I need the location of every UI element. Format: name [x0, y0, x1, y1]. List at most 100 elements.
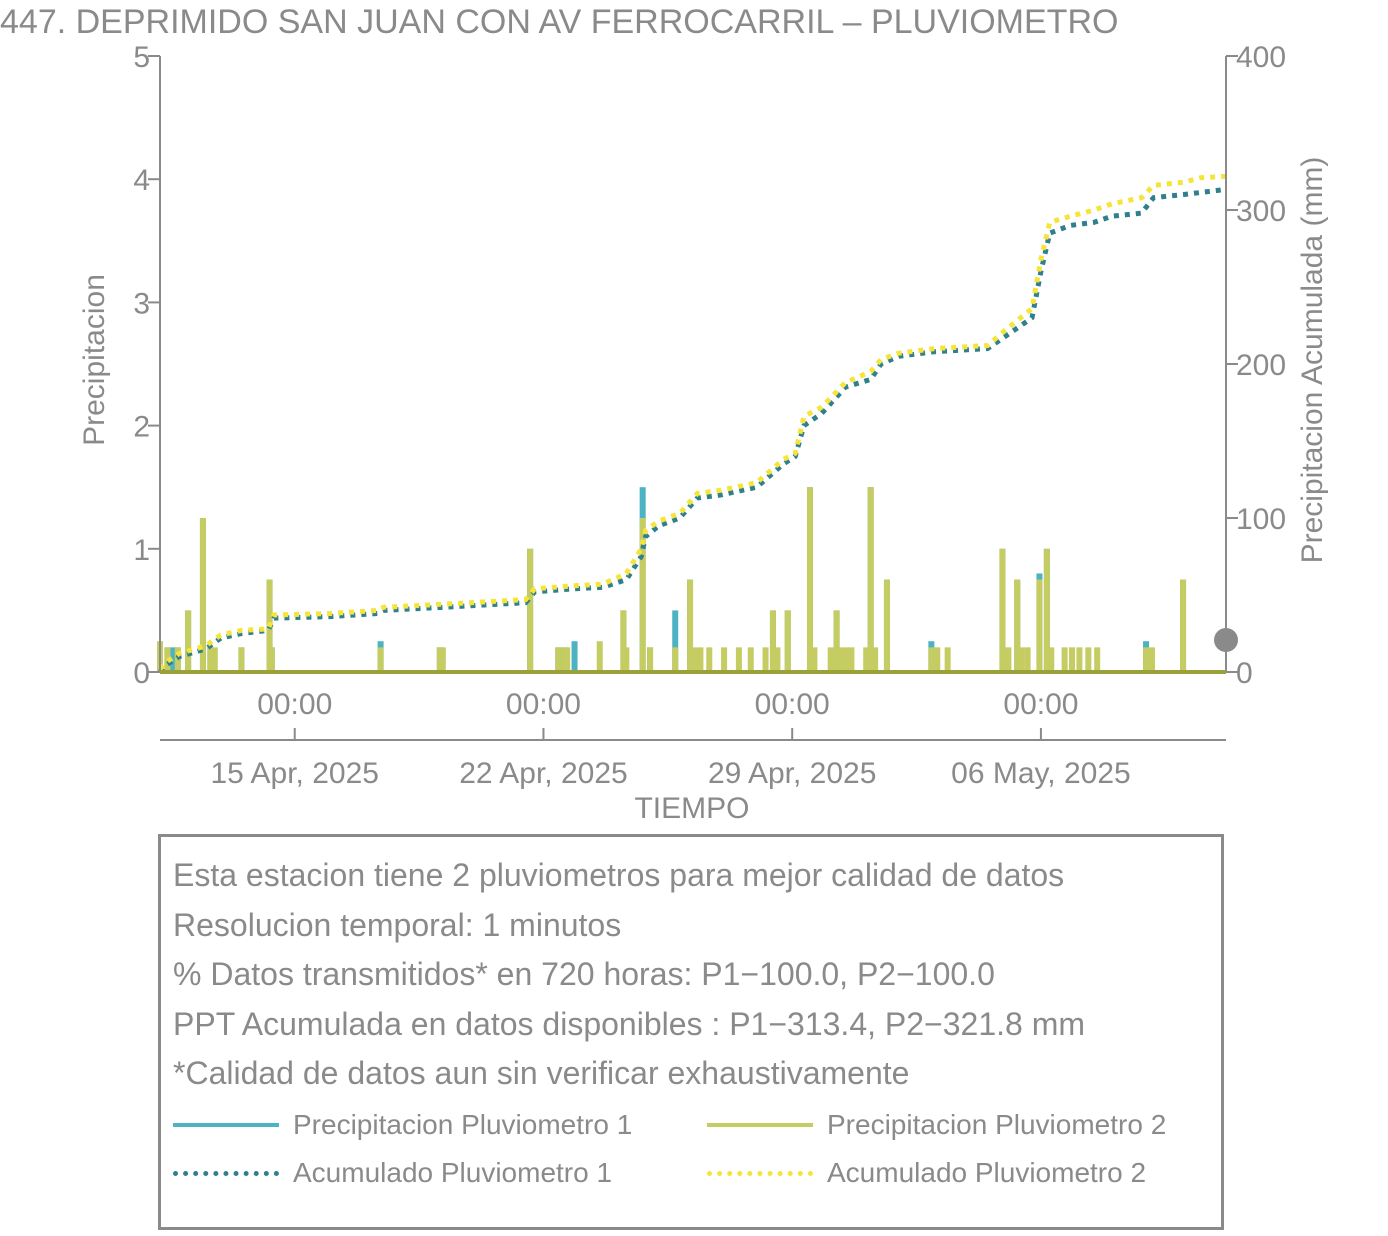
legend-label-acc2: Acumulado Pluviometro 2 [827, 1157, 1147, 1188]
bar-p2-42 [867, 487, 874, 672]
bar-p2-52 [1024, 647, 1031, 672]
bar-p2-60 [1094, 647, 1101, 672]
bar-p2-49 [1005, 647, 1012, 672]
legend-label-acc1: Acumulado Pluviometro 1 [293, 1157, 613, 1188]
bar-p2-44 [883, 579, 890, 672]
bar-p2-32 [774, 647, 781, 672]
bar-p2-62 [1148, 647, 1155, 672]
bar-p2-29 [747, 647, 754, 672]
bar-p2-39 [843, 647, 850, 672]
info-line-quality: *Calidad de datos aun sin verificar exha… [173, 1055, 910, 1091]
bar-p2-10 [377, 647, 384, 672]
line-acumulado-p2 [158, 173, 1227, 671]
bar-p2-18 [620, 610, 627, 672]
bar-p2-4 [199, 518, 206, 672]
bar-p2-17 [596, 641, 603, 672]
bar-p1-2 [170, 647, 177, 672]
bar-p2-21 [647, 647, 654, 672]
bar-p2-34 [806, 487, 813, 672]
y-right-tick-label-3: 300 [1236, 195, 1286, 228]
bar-p2-31 [769, 610, 776, 672]
bar-p2-16 [564, 647, 571, 672]
cumulative-lines [158, 173, 1227, 674]
y-tick-label-2: 2 [133, 411, 150, 444]
line-acumulado-p1 [158, 186, 1227, 674]
chart-title: 447. DEPRIMIDO SAN JUAN CON AV FERROCARR… [0, 3, 1118, 41]
y-right-tick-label-4: 400 [1236, 41, 1286, 74]
bar-p2-53 [1036, 579, 1043, 672]
y-right-tick-label-2: 200 [1236, 349, 1286, 382]
bar-p2-59 [1085, 647, 1092, 672]
bar-p2-54 [1043, 548, 1050, 672]
bar-p2-20 [639, 518, 646, 672]
bar-p2-2 [174, 647, 181, 672]
x-axis-label: TIEMPO [634, 792, 749, 825]
bar-p2-5 [207, 647, 214, 672]
bar-p2-14 [555, 647, 562, 672]
bar-p2-47 [944, 647, 951, 672]
bar-p2-33 [784, 610, 791, 672]
bar-p2-38 [838, 647, 845, 672]
bar-p2-61 [1143, 647, 1150, 672]
bar-p2-24 [691, 647, 698, 672]
bar-p2-55 [1048, 647, 1055, 672]
bar-p2-22 [672, 647, 679, 672]
legend-label-p1: Precipitacion Pluviometro 1 [293, 1109, 633, 1140]
bar-p2-51 [1018, 647, 1025, 672]
info-line-stations: Esta estacion tiene 2 pluviometros para … [173, 857, 1065, 893]
legend-label-p2: Precipitacion Pluviometro 2 [827, 1109, 1167, 1140]
bar-p2-63 [1180, 579, 1187, 672]
bar-p2-41 [863, 647, 870, 672]
bar-p2-30 [762, 647, 769, 672]
bar-p2-27 [721, 647, 728, 672]
bars-pluviometro-2 [157, 487, 1187, 672]
y-right-tick-label-1: 100 [1236, 503, 1286, 536]
bar-p2-45 [928, 647, 935, 672]
bar-p2-37 [833, 610, 840, 672]
info-line-transmitted: % Datos transmitidos* en 720 horas: P1−1… [173, 956, 995, 992]
y-tick-label-5: 5 [133, 41, 150, 74]
y-right-axis-label: Precipitacion Acumulada (mm) [1296, 157, 1329, 564]
y-tick-label-3: 3 [133, 287, 150, 320]
axes: 0 1 2 3 4 5 0 100 200 300 400 00:00 15 Apr, 2025 00:0… [133, 41, 1286, 790]
x-tick-time-1: 00:00 [506, 688, 581, 721]
bar-p1-19 [672, 610, 679, 672]
legend-swatch-acc1 [173, 1170, 279, 1176]
y-tick-label-4: 4 [133, 164, 150, 197]
legend-item-p1: Precipitacion Pluviometro 1 [173, 1105, 632, 1145]
bar-p2-46 [934, 647, 941, 672]
bar-p2-28 [735, 647, 742, 672]
legend-item-acc2: Acumulado Pluviometro 2 [707, 1153, 1146, 1193]
bar-p2-7 [238, 647, 245, 672]
legend-swatch-p1 [173, 1123, 279, 1127]
legend-item-p2: Precipitacion Pluviometro 2 [707, 1105, 1166, 1145]
bar-p2-36 [827, 647, 834, 672]
info-legend-box: Esta estacion tiene 2 pluviometros para … [158, 834, 1224, 1230]
bar-p2-26 [706, 647, 713, 672]
bar-p2-40 [848, 647, 855, 672]
info-line-resolution: Resolucion temporal: 1 minutos [173, 906, 622, 943]
y-tick-label-0: 0 [133, 657, 150, 690]
x-tick-time-0: 00:00 [257, 688, 332, 721]
bar-p2-19 [623, 647, 630, 672]
legend-swatch-p2 [707, 1123, 813, 1127]
legend-item-acc1: Acumulado Pluviometro 1 [173, 1153, 612, 1193]
y-right-tick-label-0: 0 [1236, 657, 1253, 690]
legend-swatch-acc2 [707, 1170, 813, 1176]
x-tick-date-0: 15 Apr, 2025 [210, 757, 379, 790]
bar-p2-9 [268, 647, 275, 672]
bar-p2-3 [185, 610, 192, 672]
info-line-accumulated: PPT Acumulada en datos disponibles : P1−… [173, 1005, 1085, 1042]
x-tick-time-3: 00:00 [1003, 688, 1078, 721]
x-tick-date-2: 29 Apr, 2025 [708, 757, 877, 790]
bar-p2-57 [1069, 647, 1076, 672]
x-tick-date-1: 22 Apr, 2025 [459, 757, 628, 790]
y-axis-label: Precipitacion [78, 274, 111, 446]
marker-dot [1214, 628, 1238, 652]
bar-p2-13 [527, 548, 534, 672]
bar-p2-58 [1076, 647, 1083, 672]
bar-p2-50 [1014, 579, 1021, 672]
bar-p2-6 [211, 647, 218, 672]
bar-p2-35 [811, 647, 818, 672]
bar-p1-15 [571, 641, 578, 672]
